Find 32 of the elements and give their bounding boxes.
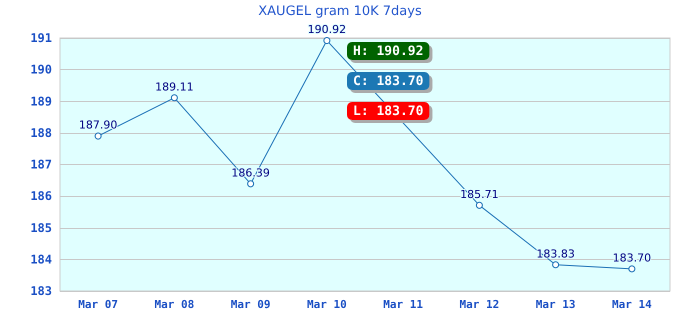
x-tick-label: Mar 08	[154, 298, 194, 311]
point	[247, 180, 254, 188]
data-label: 183.70	[612, 251, 652, 264]
x-tick-label: Mar 13	[536, 298, 576, 311]
x-tick-label: Mar 11	[383, 298, 424, 311]
data-label: 187.90	[78, 118, 118, 132]
y-tick-label: 185	[30, 220, 52, 235]
point	[628, 265, 636, 272]
x-tick-label: Mar 14	[612, 298, 652, 311]
y-tick-label: 184	[30, 252, 52, 266]
x-tick-label: Mar 09	[230, 298, 270, 311]
point	[323, 37, 330, 44]
x-tick-label: Mar 10	[307, 298, 347, 311]
point	[552, 261, 560, 268]
data-label: 189.11	[155, 80, 194, 94]
y-tick-label: 188	[30, 126, 52, 140]
point	[476, 202, 483, 209]
y-tick-label: 187	[30, 158, 52, 172]
y-tick-label: 191	[30, 31, 52, 45]
point	[170, 94, 178, 102]
x-tick-label: Mar 07	[78, 298, 118, 311]
y-tick-label: 183	[30, 284, 52, 298]
annotation: C: 183.70	[353, 74, 424, 89]
annotation: H: 190.92	[353, 44, 424, 59]
annotation: L: 183.70	[353, 104, 424, 119]
point	[94, 132, 102, 140]
y-tick-label: 189	[30, 94, 52, 108]
y-tick-label: 186	[30, 189, 52, 204]
chart-title: XAUGEL gram 10K 7days	[258, 4, 422, 19]
data-label: 190.92	[308, 23, 346, 36]
y-tick-label: 190	[30, 62, 52, 77]
x-tick-label: Mar 12	[460, 298, 500, 311]
